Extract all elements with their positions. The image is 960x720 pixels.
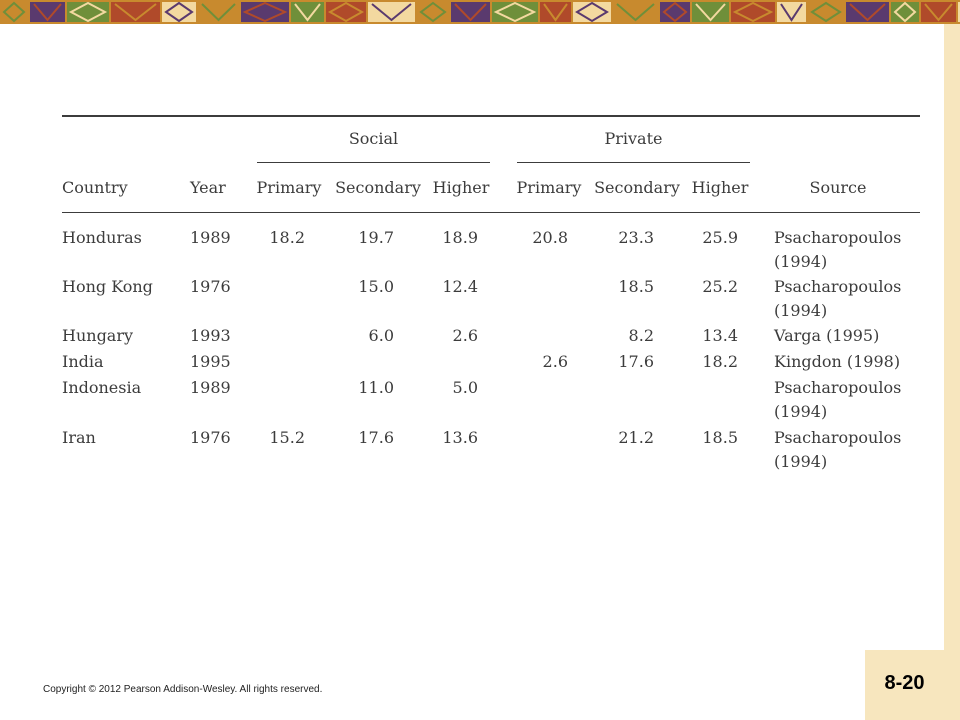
cell-s-secondary: 15.0 — [358, 277, 394, 296]
cell-source1: Psacharopoulos — [774, 428, 902, 447]
cell-s-secondary: 17.6 — [358, 428, 394, 447]
cell-year: 1993 — [190, 326, 231, 345]
cell-s-secondary: 19.7 — [358, 228, 394, 247]
cell-p-secondary: 21.2 — [618, 428, 654, 447]
cell-p-higher: 18.5 — [702, 428, 738, 447]
cell-year: 1976 — [190, 428, 231, 447]
group-header-private: Private — [604, 129, 663, 148]
col-header-social-secondary: Secondary — [335, 178, 421, 197]
cell-source1: Psacharopoulos — [774, 228, 902, 247]
col-header-private-primary: Primary — [516, 178, 582, 197]
col-header-source: Source — [809, 178, 867, 197]
cell-p-secondary: 17.6 — [618, 352, 654, 371]
cell-source1: Psacharopoulos — [774, 277, 902, 296]
cell-p-primary: 20.8 — [532, 228, 568, 247]
header-bottom-rule — [62, 212, 920, 213]
cell-source1: Kingdon (1998) — [774, 352, 901, 371]
cell-s-higher: 5.0 — [452, 378, 478, 397]
cell-s-secondary: 6.0 — [368, 326, 394, 345]
cell-s-higher: 13.6 — [442, 428, 478, 447]
cell-s-higher: 18.9 — [442, 228, 478, 247]
cell-country: Hungary — [62, 326, 134, 345]
cell-source-year: (1994) — [774, 402, 828, 421]
cell-source1: Psacharopoulos — [774, 378, 902, 397]
cell-s-primary: 18.2 — [269, 228, 305, 247]
private-group-rule — [517, 162, 750, 163]
cell-year: 1995 — [190, 352, 231, 371]
col-header-social-primary: Primary — [256, 178, 322, 197]
col-header-private-higher: Higher — [691, 178, 749, 197]
table-top-rule — [62, 115, 920, 117]
copyright-notice: Copyright © 2012 Pearson Addison-Wesley.… — [43, 684, 323, 695]
cell-country: Honduras — [62, 228, 142, 247]
page-number: 8-20 — [884, 672, 925, 694]
cell-p-secondary: 18.5 — [618, 277, 654, 296]
col-header-social-higher: Higher — [432, 178, 490, 197]
cell-source-year: (1994) — [774, 252, 828, 271]
cell-year: 1989 — [190, 378, 231, 397]
cell-p-primary: 2.6 — [542, 352, 568, 371]
cell-s-primary: 15.2 — [269, 428, 305, 447]
cell-p-higher: 25.2 — [702, 277, 738, 296]
cell-source-year: (1994) — [774, 452, 828, 471]
cell-p-secondary: 8.2 — [628, 326, 654, 345]
group-header-social: Social — [348, 129, 399, 148]
side-accent-bar — [944, 24, 960, 720]
cell-country: Indonesia — [62, 378, 142, 397]
cell-source-year: (1994) — [774, 301, 828, 320]
decorative-pattern-band — [0, 0, 960, 24]
cell-country: Hong Kong — [62, 277, 153, 296]
cell-year: 1976 — [190, 277, 231, 296]
cell-s-higher: 12.4 — [442, 277, 478, 296]
cell-source1: Varga (1995) — [774, 326, 880, 345]
cell-s-higher: 2.6 — [452, 326, 478, 345]
col-header-year: Year — [190, 178, 226, 197]
cell-p-higher: 25.9 — [702, 228, 738, 247]
cell-country: Iran — [62, 428, 96, 447]
cell-p-secondary: 23.3 — [618, 228, 654, 247]
social-group-rule — [257, 162, 490, 163]
col-header-private-secondary: Secondary — [594, 178, 680, 197]
col-header-country: Country — [62, 178, 128, 197]
cell-p-higher: 18.2 — [702, 352, 738, 371]
cell-s-secondary: 11.0 — [358, 378, 394, 397]
tribal-pattern-graphic — [0, 0, 960, 24]
cell-p-higher: 13.4 — [702, 326, 738, 345]
page-number-box — [865, 650, 944, 720]
cell-country: India — [62, 352, 104, 371]
cell-year: 1989 — [190, 228, 231, 247]
